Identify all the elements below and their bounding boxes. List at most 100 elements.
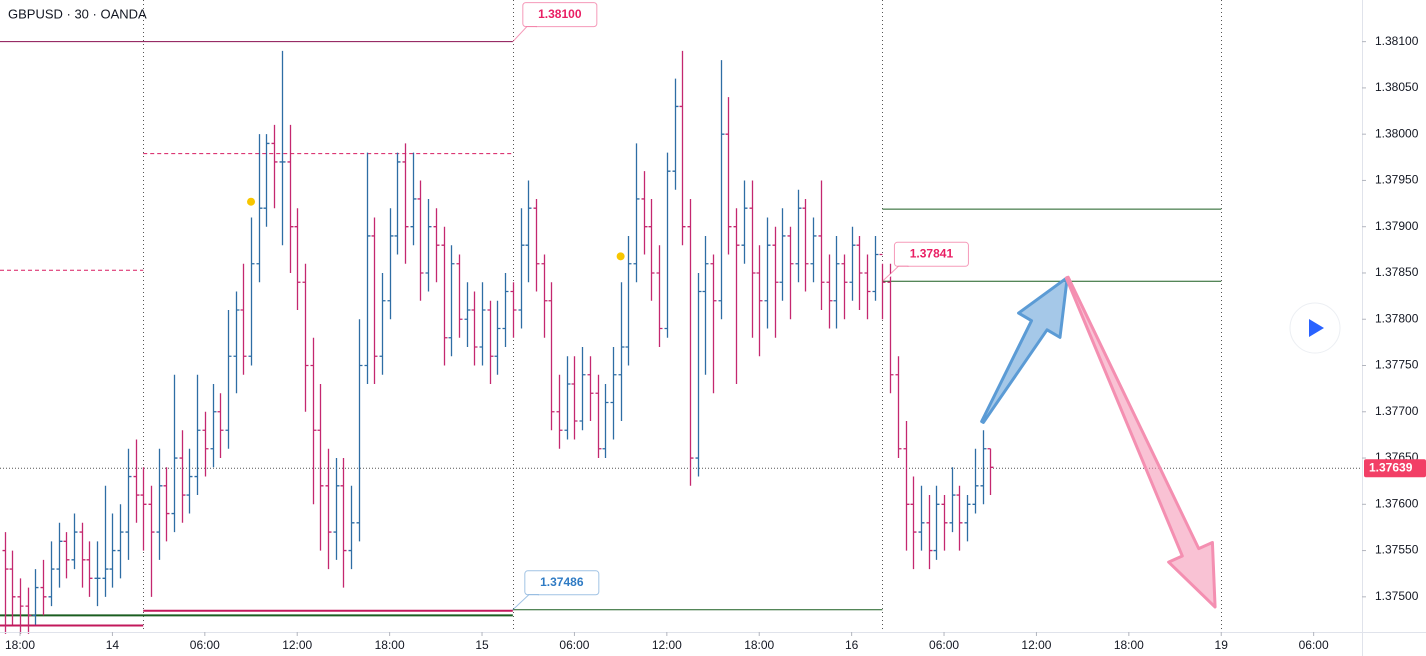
ohlc-bar (579, 346, 586, 431)
ohlc-bar (980, 430, 987, 505)
ohlc-bar (595, 374, 602, 459)
ohlc-bar (533, 198, 540, 292)
ohlc-bar (972, 448, 979, 514)
ohlc-bar (664, 152, 671, 338)
ohlc-bar (941, 495, 948, 551)
ohlc-bar (71, 513, 78, 570)
ohlc-bar (140, 467, 147, 551)
ohlc-bar (417, 180, 424, 301)
ohlc-bar (964, 495, 971, 542)
ohlc-bar (587, 356, 594, 422)
ohlc-bar (217, 393, 224, 459)
ohlc-bar (2, 532, 9, 634)
ohlc-bar (872, 235, 879, 301)
arrow (1064, 275, 1217, 609)
x-tick-label: 06:00 (190, 638, 220, 652)
play-button[interactable] (1289, 302, 1341, 354)
ohlc-bar (779, 208, 786, 301)
chart-title: GBPUSD · 30 · OANDA (8, 6, 147, 21)
ohlc-bar (240, 263, 247, 375)
ohlc-bar (802, 198, 809, 292)
ohlc-bar (109, 513, 116, 588)
ohlc-bar (425, 198, 432, 292)
signal-marker (247, 197, 256, 206)
ohlc-bar (602, 384, 609, 459)
ohlc-bar (548, 282, 555, 431)
level-label-pointer (512, 26, 537, 42)
level-label-box (524, 570, 600, 596)
x-tick-label: 06:00 (559, 638, 589, 652)
x-tick-label: 12:00 (282, 638, 312, 652)
ohlc-bar (287, 124, 294, 273)
ohlc-bar (348, 485, 355, 570)
ohlc-bar (364, 152, 371, 385)
x-tick-label: 18:00 (375, 638, 405, 652)
ohlc-bar (494, 300, 501, 375)
ohlc-bar (333, 458, 340, 560)
ohlc-bar (571, 356, 578, 440)
ohlc-bar (340, 458, 347, 588)
ohlc-bar (186, 448, 193, 514)
ohlc-bar (756, 245, 763, 357)
ohlc-bar (256, 134, 263, 283)
x-tick-label: 18:00 (744, 638, 774, 652)
ohlc-bar (725, 97, 732, 255)
y-tick-label: 1.37550 (1375, 543, 1419, 557)
ohlc-bar (210, 384, 217, 468)
ohlc-bar (695, 272, 702, 477)
ohlc-bar (279, 50, 286, 246)
ohlc-bar (25, 587, 32, 634)
ohlc-bar (856, 235, 863, 310)
y-tick-label: 1.37600 (1375, 496, 1419, 510)
y-tick-label: 1.37950 (1375, 173, 1419, 187)
ohlc-bar (648, 198, 655, 301)
ohlc-bar (40, 559, 47, 616)
ohlc-bar (456, 254, 463, 338)
signal-marker (616, 252, 625, 261)
ohlc-bar (733, 208, 740, 385)
ohlc-bar (679, 50, 686, 246)
ohlc-bar (487, 300, 494, 385)
x-tick-label: 12:00 (652, 638, 682, 652)
x-tick-label: 18:00 (5, 638, 35, 652)
ohlc-bar (841, 254, 848, 320)
ohlc-bar (471, 291, 478, 366)
play-icon[interactable] (1309, 319, 1324, 337)
ohlc-bar (325, 448, 332, 570)
y-tick-label: 1.38050 (1375, 80, 1419, 94)
ohlc-bar (656, 245, 663, 347)
x-tick-label: 12:00 (1021, 638, 1051, 652)
ohlc-bar (795, 189, 802, 283)
ohlc-bar (625, 235, 632, 366)
level-label-pointer (882, 265, 909, 282)
ohlc-bar (833, 235, 840, 329)
ohlc-bar (710, 254, 717, 394)
ohlc-bar (479, 282, 486, 366)
level-label-box (893, 241, 969, 267)
ohlc-bar (956, 485, 963, 551)
ohlc-bar (618, 282, 625, 422)
overlay: 1.38100 1.37486 1.37841 (247, 2, 1217, 611)
ohlc-bar (117, 504, 124, 579)
ohlc-bar (818, 180, 825, 310)
ohlc-bar (302, 263, 309, 412)
ohlc-bar (741, 180, 748, 264)
y-tick-label: 1.37700 (1375, 404, 1419, 418)
y-tick-label: 1.37750 (1375, 358, 1419, 372)
x-tick-label: 19 (1215, 638, 1229, 652)
ohlc-bar (903, 421, 910, 551)
level-label-box (522, 2, 598, 28)
x-tick-label: 06:00 (929, 638, 959, 652)
ohlc-bar (887, 263, 894, 394)
ohlc-bar (749, 180, 756, 338)
ohlc-bar (202, 411, 209, 477)
ohlc-bar (949, 467, 956, 533)
x-tick-label: 16 (845, 638, 859, 652)
y-tick-label: 1.38100 (1375, 34, 1419, 48)
ohlc-bar (225, 309, 232, 449)
ohlc-bar (910, 476, 917, 570)
x-tick-label: 06:00 (1299, 638, 1329, 652)
ohlc-bar (387, 208, 394, 320)
ohlc-bar (926, 495, 933, 570)
ohlc-bar (464, 282, 471, 347)
